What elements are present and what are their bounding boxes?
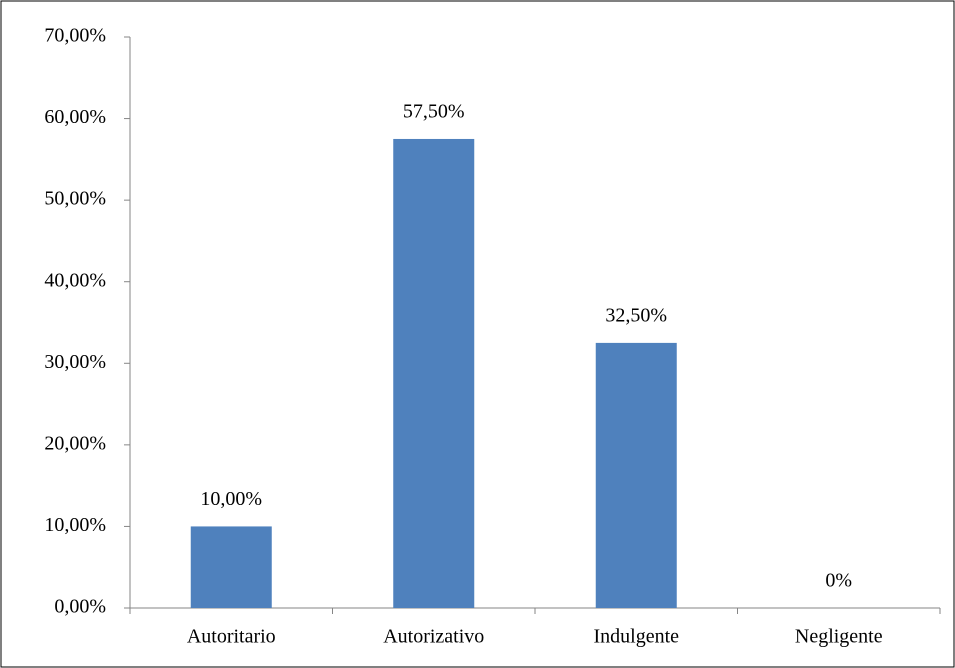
x-tick-label: Autoritario [187,626,276,648]
data-label: 10,00% [200,488,262,510]
bar [393,138,475,608]
bar [190,526,272,608]
y-tick-label: 50,00% [44,188,106,210]
y-tick-label: 20,00% [44,432,106,454]
bar [595,342,677,608]
x-tick-label: Indulgente [593,626,679,648]
y-tick-label: 0,00% [54,596,106,618]
y-tick-label: 70,00% [44,25,106,47]
data-label: 32,50% [605,304,667,326]
y-tick-label: 30,00% [44,351,106,373]
y-tick-label: 10,00% [44,514,106,536]
x-tick-label: Autorizativo [383,626,484,648]
x-tick-label: Negligente [795,626,883,648]
data-label: 0% [825,570,852,592]
y-tick-label: 40,00% [44,269,106,291]
y-tick-label: 60,00% [44,106,106,128]
data-label: 57,50% [403,101,465,123]
